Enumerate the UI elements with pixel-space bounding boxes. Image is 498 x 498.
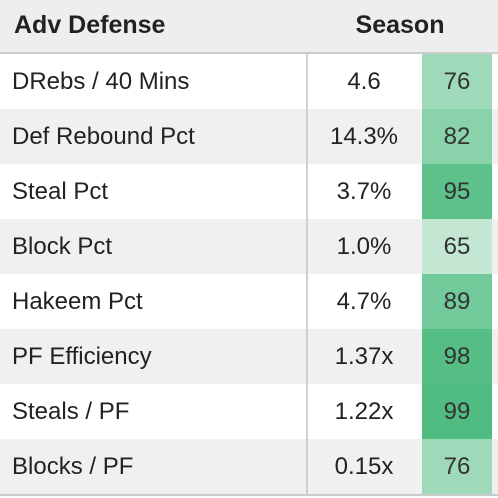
stat-label: Steals / PF xyxy=(12,398,130,425)
stat-value: 3.7% xyxy=(336,178,392,205)
stat-label: Blocks / PF xyxy=(12,453,134,480)
percentile-cell: 65 xyxy=(422,219,492,274)
column-divider xyxy=(306,219,308,274)
stat-label: Steal Pct xyxy=(12,178,109,205)
percentile-cell: 89 xyxy=(422,274,492,329)
table-row: Block Pct 1.0% 65 xyxy=(0,219,498,274)
table-row: DRebs / 40 Mins 4.6 76 xyxy=(0,54,498,109)
season-column-header: Season xyxy=(355,11,445,39)
percentile-cell: 99 xyxy=(422,384,492,439)
column-divider xyxy=(306,329,308,384)
table-body: DRebs / 40 Mins 4.6 76 Def Rebound Pct 1… xyxy=(0,54,498,496)
percentile-cell: 76 xyxy=(422,54,492,109)
stat-label: Def Rebound Pct xyxy=(12,123,195,150)
percentile-cell: 82 xyxy=(422,109,492,164)
column-divider xyxy=(306,54,308,109)
stat-label: Hakeem Pct xyxy=(12,288,143,315)
column-divider xyxy=(306,274,308,329)
table-row: Steals / PF 1.22x 99 xyxy=(0,384,498,439)
stat-label: PF Efficiency xyxy=(12,343,152,370)
stat-value: 1.37x xyxy=(334,343,394,370)
table-row: Blocks / PF 0.15x 76 xyxy=(0,439,498,496)
column-divider xyxy=(306,439,308,494)
stat-value: 0.15x xyxy=(334,453,394,480)
column-divider xyxy=(306,109,308,164)
column-divider xyxy=(306,384,308,439)
table-row: Steal Pct 3.7% 95 xyxy=(0,164,498,219)
stat-label: DRebs / 40 Mins xyxy=(12,68,190,95)
stat-value: 14.3% xyxy=(329,123,399,150)
table-title: Adv Defense xyxy=(14,11,166,39)
stat-value: 1.0% xyxy=(336,233,392,260)
percentile-cell: 98 xyxy=(422,329,492,384)
stat-value: 4.7% xyxy=(336,288,392,315)
stat-value: 4.6 xyxy=(347,68,381,95)
percentile-cell: 76 xyxy=(422,439,492,494)
stat-value: 1.22x xyxy=(334,398,394,425)
table-header: Adv Defense Season xyxy=(0,0,498,54)
stat-label: Block Pct xyxy=(12,233,113,260)
table-row: Def Rebound Pct 14.3% 82 xyxy=(0,109,498,164)
percentile-cell: 95 xyxy=(422,164,492,219)
column-divider xyxy=(306,164,308,219)
table-row: Hakeem Pct 4.7% 89 xyxy=(0,274,498,329)
table-row: PF Efficiency 1.37x 98 xyxy=(0,329,498,384)
